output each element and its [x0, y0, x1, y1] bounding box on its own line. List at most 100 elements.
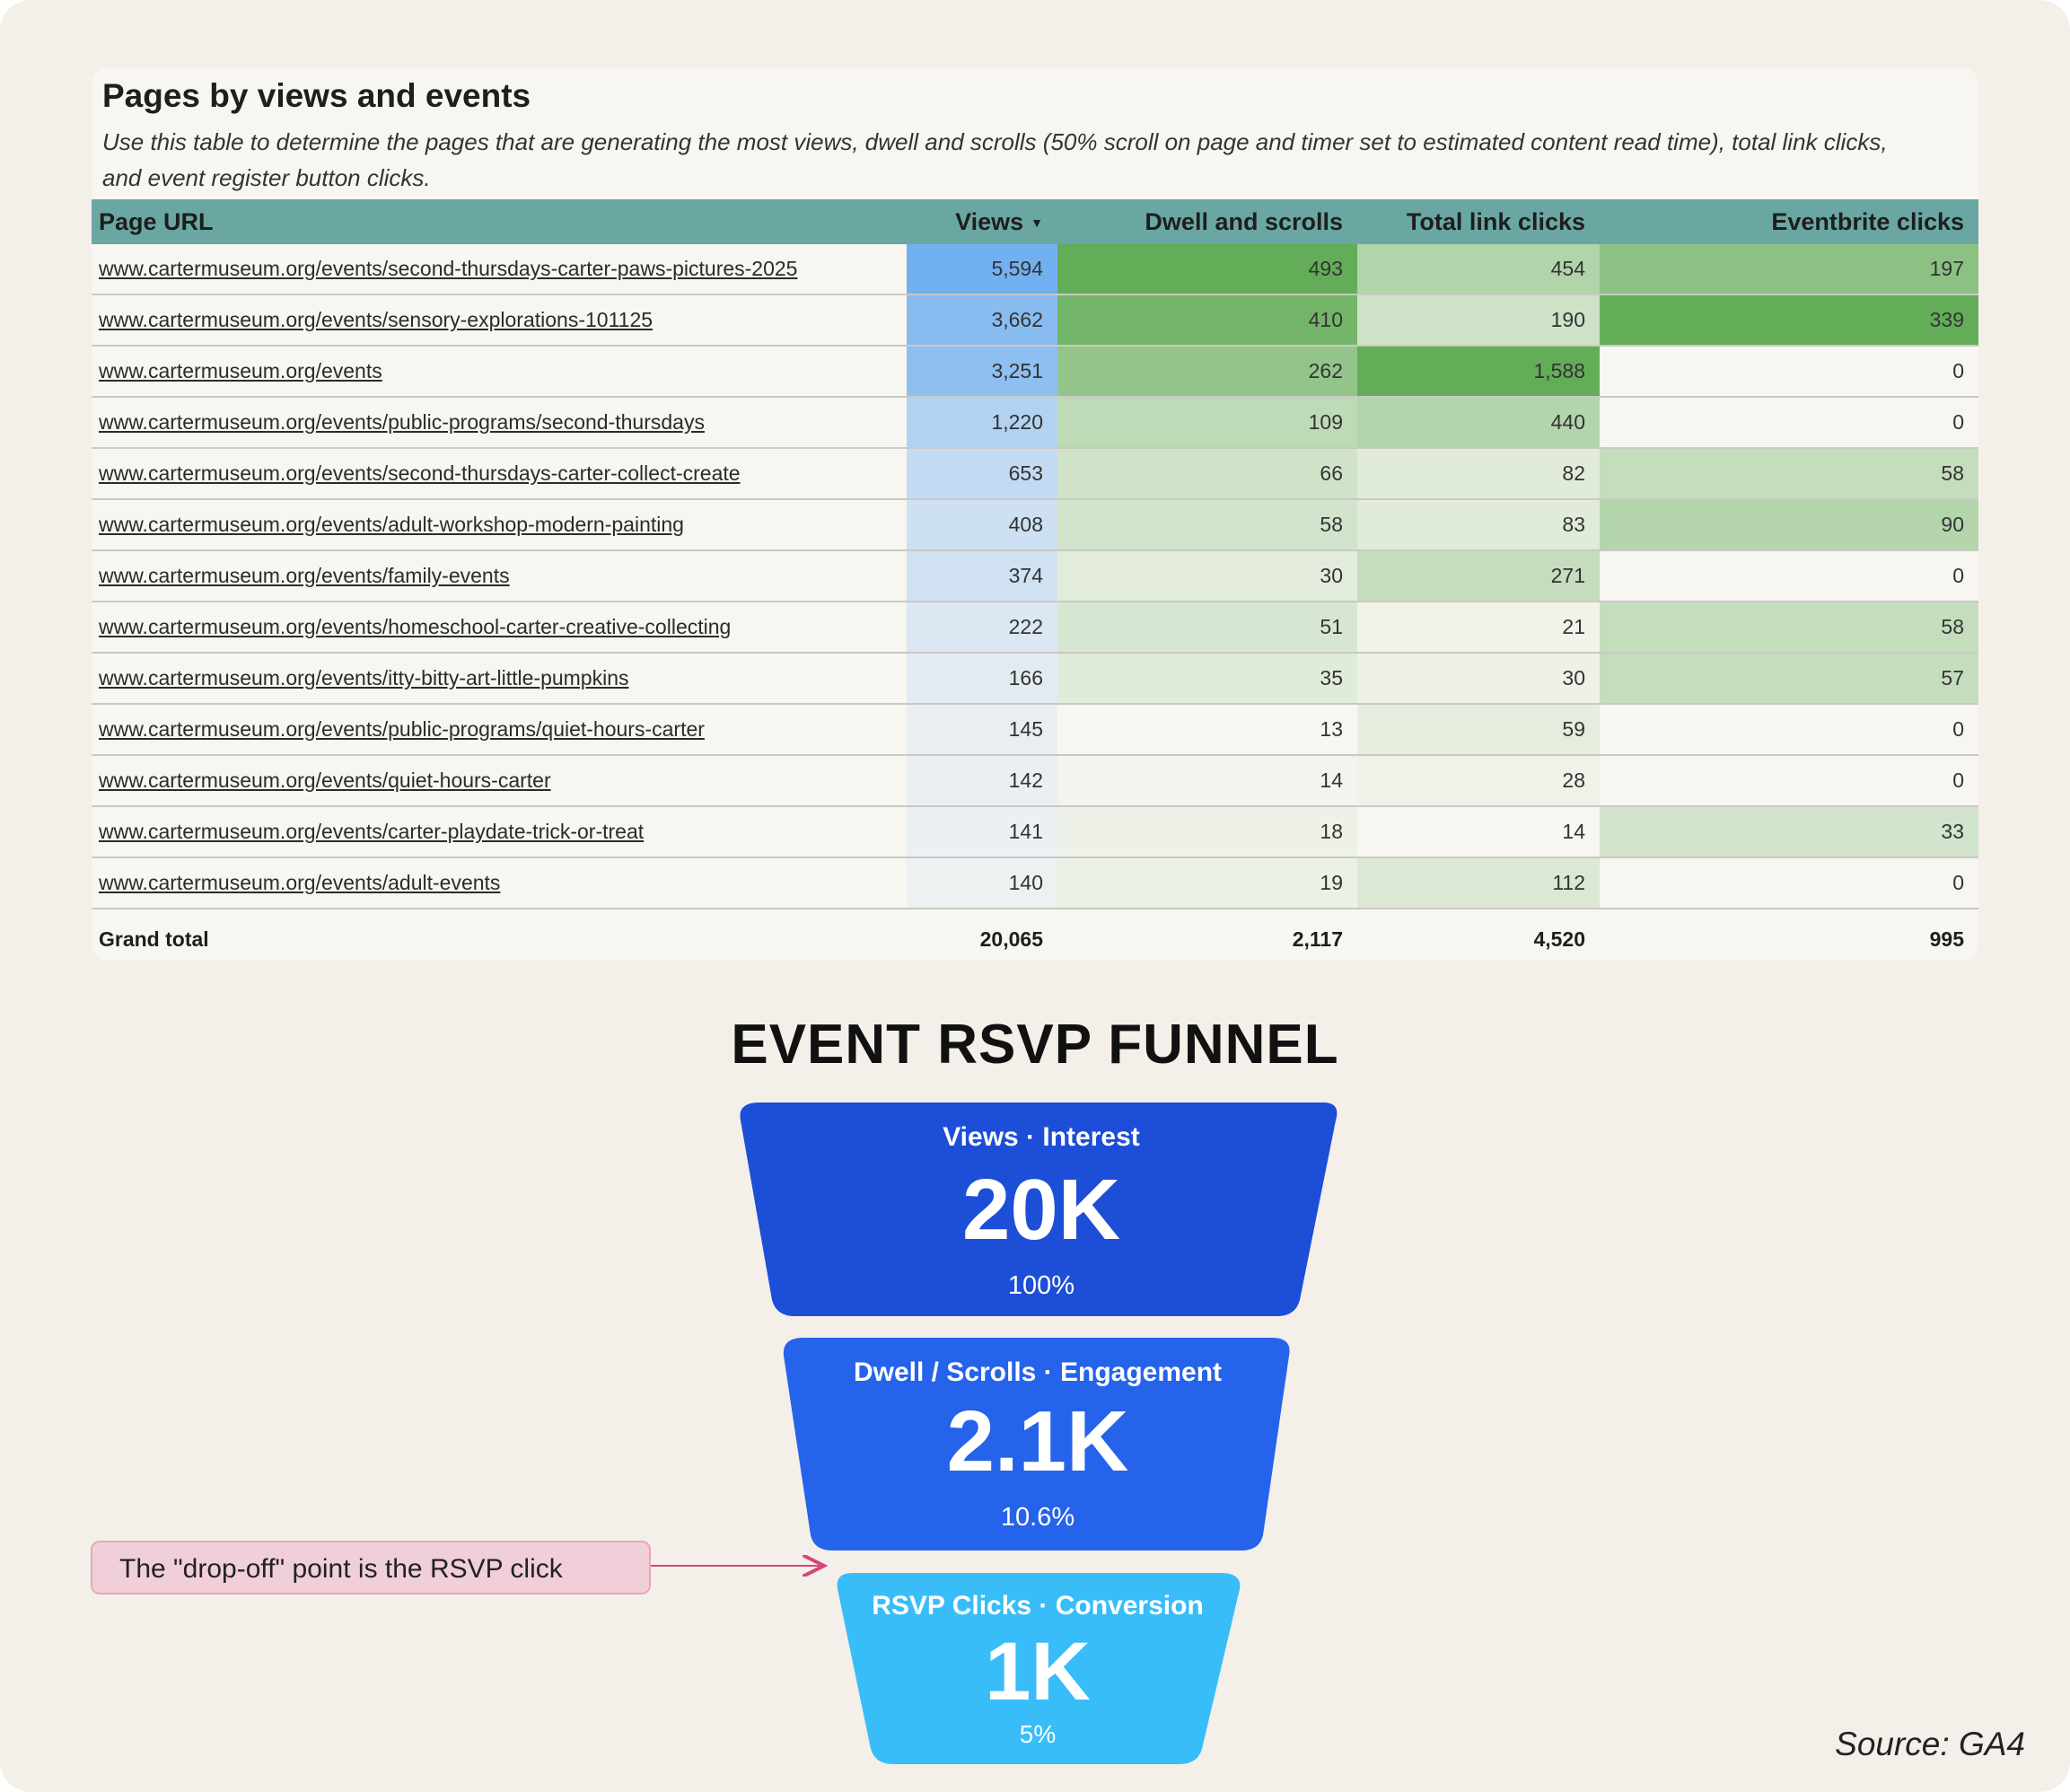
cell-dwell-and-scrolls: 18: [1057, 806, 1357, 858]
cell-eventbrite-clicks: 339: [1600, 294, 1978, 347]
page-url-link[interactable]: www.cartermuseum.org/events: [92, 346, 907, 398]
cell-dwell-and-scrolls: 493: [1057, 244, 1357, 295]
funnel-stage-views-label: Views · Interest: [943, 1122, 1140, 1152]
drop-off-callout: The "drop-off" point is the RSVP click: [91, 1541, 651, 1594]
funnel-stage-views-value: 20K: [961, 1162, 1121, 1258]
table-row: www.cartermuseum.org/events/adult-worksh…: [92, 499, 1978, 551]
column-header-views[interactable]: Views ▼: [907, 199, 1057, 244]
table-row: www.cartermuseum.org/events/homeschool-c…: [92, 602, 1978, 654]
column-header-dwell-and-scrolls[interactable]: Dwell and scrolls: [1057, 199, 1357, 244]
page-url-link[interactable]: www.cartermuseum.org/events/adult-events: [92, 857, 907, 909]
funnel-stage-views: Views · Interest 20K 100%: [754, 1122, 1329, 1301]
table-title: Pages by views and events: [102, 77, 531, 114]
cell-views: 408: [907, 499, 1057, 551]
funnel-stage-views-shape: [740, 1102, 1338, 1316]
cell-dwell-and-scrolls: 30: [1057, 550, 1357, 602]
page-url-link[interactable]: www.cartermuseum.org/events/family-event…: [92, 550, 907, 602]
table-row: www.cartermuseum.org/events/second-thurs…: [92, 244, 1978, 295]
table-row: www.cartermuseum.org/events/second-thurs…: [92, 448, 1978, 500]
cell-views: 141: [907, 806, 1057, 858]
cell-dwell-and-scrolls: 51: [1057, 602, 1357, 654]
cell-total-link-clicks: 454: [1357, 244, 1600, 295]
page-url-link[interactable]: www.cartermuseum.org/events/public-progr…: [92, 397, 907, 449]
source-note: Source: GA4: [1835, 1726, 2025, 1762]
cell-dwell-and-scrolls: 410: [1057, 294, 1357, 347]
page-url-link[interactable]: www.cartermuseum.org/events/carter-playd…: [92, 806, 907, 858]
funnel-stage-rsvp: RSVP Clicks · Conversion 1K 5%: [840, 1591, 1235, 1749]
cell-total-link-clicks: 28: [1357, 755, 1600, 807]
cell-eventbrite-clicks: 0: [1600, 346, 1978, 398]
cell-total-link-clicks: 83: [1357, 499, 1600, 551]
cell-views: 3,662: [907, 294, 1057, 347]
page-url-link[interactable]: www.cartermuseum.org/events/itty-bitty-a…: [92, 653, 907, 705]
grand-total-row: Grand total 20,065 2,117 4,520 995: [92, 909, 1978, 969]
cell-dwell-and-scrolls: 35: [1057, 653, 1357, 705]
table-row: www.cartermuseum.org/events/carter-playd…: [92, 806, 1978, 858]
grand-total-dwell-and-scrolls: 2,117: [1292, 927, 1343, 951]
cell-total-link-clicks: 21: [1357, 602, 1600, 654]
page-url-link[interactable]: www.cartermuseum.org/events/second-thurs…: [92, 448, 907, 500]
page-url-link[interactable]: www.cartermuseum.org/events/adult-worksh…: [92, 499, 907, 551]
funnel-title: EVENT RSVP FUNNEL: [731, 1014, 1339, 1076]
grand-total-total-link-clicks: 4,520: [1533, 927, 1585, 951]
sort-descending-icon[interactable]: ▼: [1031, 215, 1043, 231]
table-row: www.cartermuseum.org/events/itty-bitty-a…: [92, 653, 1978, 705]
table-description: Use this table to determine the pages th…: [102, 128, 1888, 191]
cell-dwell-and-scrolls: 66: [1057, 448, 1357, 500]
cell-views: 222: [907, 602, 1057, 654]
page-url-link[interactable]: www.cartermuseum.org/events/second-thurs…: [92, 244, 907, 295]
column-header-eventbrite-clicks[interactable]: Eventbrite clicks: [1600, 199, 1978, 244]
cell-total-link-clicks: 14: [1357, 806, 1600, 858]
cell-views: 374: [907, 550, 1057, 602]
cell-total-link-clicks: 190: [1357, 294, 1600, 347]
cell-total-link-clicks: 440: [1357, 397, 1600, 449]
cell-views: 1,220: [907, 397, 1057, 449]
cell-total-link-clicks: 30: [1357, 653, 1600, 705]
page-url-link[interactable]: www.cartermuseum.org/events/homeschool-c…: [92, 602, 907, 654]
column-header-total-link-clicks[interactable]: Total link clicks: [1357, 199, 1600, 244]
cell-dwell-and-scrolls: 19: [1057, 857, 1357, 909]
cell-total-link-clicks: 112: [1357, 857, 1600, 909]
column-header-page-url[interactable]: Page URL: [92, 199, 907, 244]
table-row: www.cartermuseum.org/events/adult-events…: [92, 857, 1978, 909]
funnel-stage-rsvp-label: RSVP Clicks · Conversion: [872, 1591, 1204, 1621]
cell-eventbrite-clicks: 57: [1600, 653, 1978, 705]
cell-eventbrite-clicks: 0: [1600, 704, 1978, 756]
funnel-stage-dwell: Dwell / Scrolls · Engagement 2.1K 10.6%: [790, 1357, 1285, 1533]
table-body: www.cartermuseum.org/events/second-thurs…: [92, 244, 1978, 969]
pages-table: Page URL Views ▼ Dwell and scrolls Total …: [92, 199, 1978, 969]
funnel-stage-dwell-value: 2.1K: [946, 1393, 1129, 1489]
cell-dwell-and-scrolls: 13: [1057, 704, 1357, 756]
grand-total-label: Grand total: [99, 927, 209, 951]
funnel-stage-views-percent: 100%: [1007, 1271, 1075, 1300]
cell-views: 3,251: [907, 346, 1057, 398]
page-url-link[interactable]: www.cartermuseum.org/events/sensory-expl…: [92, 294, 907, 347]
funnel-stage-dwell-shape: [783, 1338, 1290, 1550]
page-url-link[interactable]: www.cartermuseum.org/events/quiet-hours-…: [92, 755, 907, 807]
table-row: www.cartermuseum.org/events/public-progr…: [92, 704, 1978, 756]
table-row: www.cartermuseum.org/events/family-event…: [92, 550, 1978, 602]
table-row: www.cartermuseum.org/events 3,251 262 1,588…: [92, 346, 1978, 398]
column-header-views-label: Views: [955, 207, 1024, 235]
cell-dwell-and-scrolls: 109: [1057, 397, 1357, 449]
cell-dwell-and-scrolls: 262: [1057, 346, 1357, 398]
cell-eventbrite-clicks: 33: [1600, 806, 1978, 858]
table-header-row: Page URL Views ▼ Dwell and scrolls Total …: [92, 199, 1978, 244]
cell-views: 653: [907, 448, 1057, 500]
funnel-stage-dwell-label: Dwell / Scrolls · Engagement: [853, 1357, 1223, 1387]
cell-eventbrite-clicks: 0: [1600, 857, 1978, 909]
funnel-stage-rsvp-percent: 5%: [1019, 1720, 1057, 1748]
cell-eventbrite-clicks: 58: [1600, 602, 1978, 654]
funnel-stage-rsvp-shape: [837, 1573, 1241, 1764]
page-url-link[interactable]: www.cartermuseum.org/events/public-progr…: [92, 704, 907, 756]
cell-eventbrite-clicks: 90: [1600, 499, 1978, 551]
grand-total-views: 20,065: [979, 927, 1043, 951]
cell-views: 5,594: [907, 244, 1057, 295]
cell-views: 142: [907, 755, 1057, 807]
cell-dwell-and-scrolls: 14: [1057, 755, 1357, 807]
cell-eventbrite-clicks: 0: [1600, 550, 1978, 602]
cell-total-link-clicks: 271: [1357, 550, 1600, 602]
funnel-stage-dwell-percent: 10.6%: [1000, 1503, 1075, 1532]
